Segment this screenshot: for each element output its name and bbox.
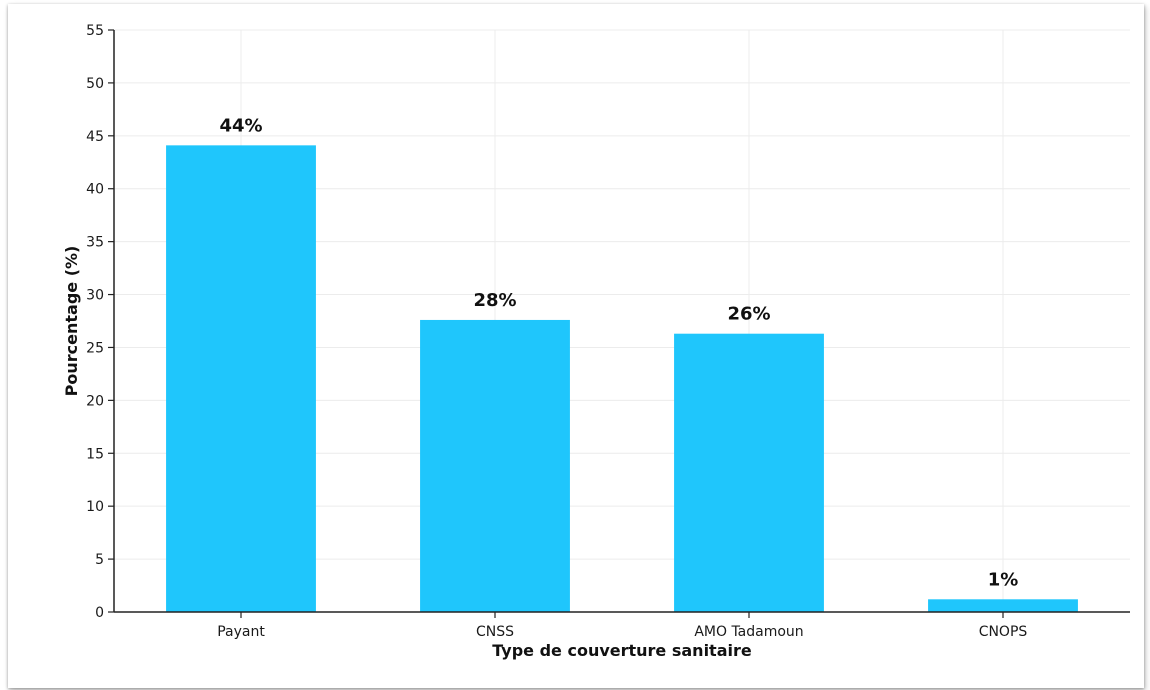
y-tick-label: 10 xyxy=(86,499,104,515)
y-tick-label: 55 xyxy=(86,23,104,39)
y-tick-label: 20 xyxy=(86,393,104,409)
y-axis-label: Pourcentage (%) xyxy=(62,246,81,397)
y-ticks: 0 5 10 15 20 25 30 35 40 45 50 55 xyxy=(86,23,114,621)
y-tick-label: 40 xyxy=(86,182,104,198)
bar xyxy=(420,319,570,612)
bars xyxy=(166,145,1078,613)
y-tick-label: 0 xyxy=(95,605,104,621)
data-label: 1% xyxy=(988,569,1019,590)
data-label: 44% xyxy=(219,115,262,136)
x-tick-label: CNOPS xyxy=(979,624,1028,640)
x-tick-label: AMO Tadamoun xyxy=(694,624,803,640)
bar xyxy=(166,145,316,613)
y-tick-label: 50 xyxy=(86,76,104,92)
bar xyxy=(674,333,824,612)
y-tick-label: 15 xyxy=(86,446,104,462)
y-tick-label: 25 xyxy=(86,340,104,356)
y-tick-label: 30 xyxy=(86,288,104,304)
y-tick-label: 35 xyxy=(86,235,104,251)
bar xyxy=(928,599,1078,612)
y-tick-label: 5 xyxy=(95,552,104,568)
x-axis-label: Type de couverture sanitaire xyxy=(492,641,752,660)
axes xyxy=(113,30,1130,613)
x-tick-label: Payant xyxy=(217,624,265,640)
y-tick-label: 45 xyxy=(86,129,104,145)
x-ticks: Payant CNSS AMO Tadamoun CNOPS xyxy=(217,612,1027,640)
data-labels: 44% 28% 26% 1% xyxy=(219,115,1018,590)
x-tick-label: CNSS xyxy=(476,624,514,640)
data-label: 28% xyxy=(473,290,516,311)
data-label: 26% xyxy=(727,304,770,325)
